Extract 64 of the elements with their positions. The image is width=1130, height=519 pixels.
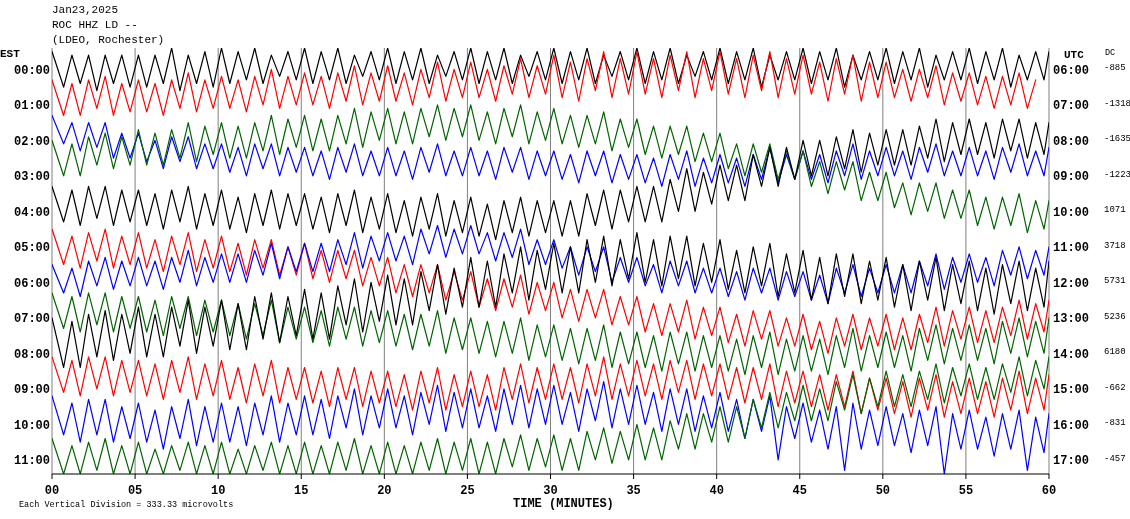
y-tick-label: 02:00 (13, 134, 50, 149)
line-series (52, 50, 1037, 117)
x-tick-label: 45 (792, 483, 807, 498)
text: Each Vertical Division = 333.33 microvolts (19, 500, 234, 510)
text: 6180 (1104, 347, 1126, 358)
line-series (52, 48, 1049, 92)
y2-tick-label: 09:00 (1053, 170, 1090, 185)
x-tick-label: 50 (875, 483, 891, 498)
text: -662 (1104, 382, 1126, 393)
y-tick-label: 06:00 (13, 276, 50, 291)
y2-tick-label: 11:00 (1053, 241, 1090, 256)
x-tick-label: 35 (626, 483, 641, 498)
y-tick-label: 11:00 (13, 454, 50, 469)
y2-tick-label: 14:00 (1053, 347, 1090, 362)
x-axis-title: TIME (MINUTES) (513, 497, 614, 511)
x-tick-label: 05 (127, 483, 143, 498)
y2-tick-label: 10:00 (1053, 205, 1090, 220)
y-tick-label: 03:00 (13, 170, 50, 185)
text: -457 (1104, 453, 1126, 464)
text: DC (1105, 48, 1116, 58)
x-tick-label: 40 (709, 483, 724, 498)
y-tick-label: 07:00 (13, 312, 50, 327)
y2-tick-label: 12:00 (1053, 276, 1090, 291)
text: -831 (1104, 418, 1126, 429)
chart-title: Jan23,2025 (52, 4, 119, 16)
y2-tick-label: 06:00 (1053, 63, 1090, 78)
line-series (52, 118, 1049, 241)
text: -1223 (1104, 169, 1130, 180)
text: 3718 (1104, 240, 1126, 251)
y2-tick-label: 08:00 (1053, 134, 1090, 149)
y2-axis-title: UTC (1064, 49, 1084, 61)
x-tick-label: 60 (1041, 483, 1057, 498)
line-series (52, 104, 1049, 234)
y-tick-label: 05:00 (13, 241, 50, 256)
y-tick-label: 01:00 (13, 99, 50, 114)
y-tick-label: 09:00 (13, 383, 50, 398)
x-tick-label: 25 (460, 483, 475, 498)
y2-tick-label: 07:00 (1053, 99, 1090, 114)
y-axis-title: EST (0, 48, 20, 60)
text: (LDEO, Rochester) (52, 34, 165, 46)
x-tick-label: 55 (958, 483, 974, 498)
line-series (52, 292, 1049, 376)
line-series (52, 356, 1049, 418)
x-tick-label: 30 (543, 483, 558, 498)
x-tick-label: 15 (294, 483, 309, 498)
y2-tick-label: 13:00 (1053, 312, 1090, 327)
y-tick-label: 08:00 (13, 347, 50, 362)
text: 5236 (1104, 311, 1126, 322)
y-tick-label: 04:00 (13, 205, 50, 220)
text: -885 (1104, 63, 1126, 74)
text: -1318 (1104, 98, 1130, 109)
y-tick-label: 10:00 (13, 418, 50, 433)
x-tick-label: 20 (377, 483, 392, 498)
line-series (52, 114, 1049, 188)
y2-tick-label: 17:00 (1053, 454, 1090, 469)
y2-tick-label: 15:00 (1053, 383, 1090, 398)
y-tick-label: 00:00 (13, 63, 50, 78)
x-tick-label: 00 (44, 483, 60, 498)
text: -1635 (1104, 134, 1130, 145)
text: 5731 (1104, 276, 1126, 287)
text: 1071 (1104, 205, 1126, 216)
x-tick-label: 10 (210, 483, 226, 498)
chart-subtitle: ROC HHZ LD -- (52, 19, 138, 31)
y2-tick-label: 16:00 (1053, 418, 1090, 433)
